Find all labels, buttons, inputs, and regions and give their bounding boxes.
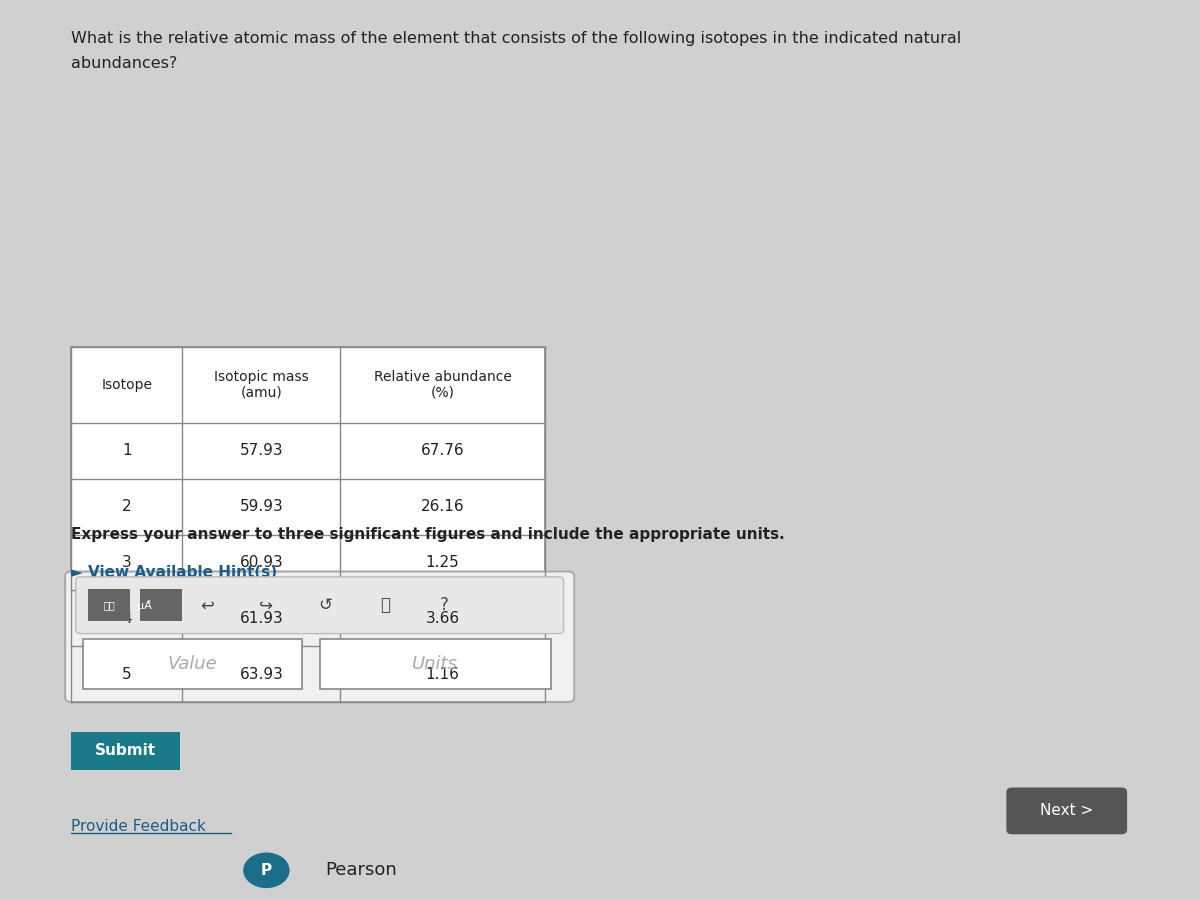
Text: 63.93: 63.93 [240,667,283,681]
Text: 5: 5 [122,667,132,681]
Text: P: P [260,863,272,878]
FancyBboxPatch shape [71,732,180,770]
Text: Isotope: Isotope [101,378,152,392]
Circle shape [244,853,289,887]
Text: 2: 2 [122,500,132,514]
Text: ⬜⬜: ⬜⬜ [103,600,115,610]
FancyBboxPatch shape [76,577,564,634]
Text: Isotopic mass
(amu): Isotopic mass (amu) [214,370,308,400]
Text: 60.93: 60.93 [240,555,283,570]
Text: Next >: Next > [1040,804,1093,818]
FancyBboxPatch shape [71,346,545,702]
Text: 4: 4 [122,611,132,625]
Text: 3: 3 [122,555,132,570]
FancyBboxPatch shape [139,590,182,621]
FancyBboxPatch shape [1007,788,1127,834]
Text: 67.76: 67.76 [421,444,464,458]
Text: ↪: ↪ [259,596,274,614]
Text: 1.16: 1.16 [426,667,460,681]
Text: Value: Value [168,655,217,673]
FancyBboxPatch shape [83,639,302,688]
Text: Units: Units [412,655,458,673]
Text: ↩: ↩ [200,596,214,614]
Text: 57.93: 57.93 [240,444,283,458]
Text: ► View Available Hint(s): ► View Available Hint(s) [71,565,277,581]
Text: abundances?: abundances? [71,56,178,71]
Text: Express your answer to three significant figures and include the appropriate uni: Express your answer to three significant… [71,526,785,542]
Text: 1.25: 1.25 [426,555,460,570]
FancyBboxPatch shape [65,572,575,702]
Text: 3.66: 3.66 [426,611,460,625]
Text: Pearson: Pearson [325,861,397,879]
FancyBboxPatch shape [319,639,551,688]
Text: 61.93: 61.93 [240,611,283,625]
Text: 59.93: 59.93 [240,500,283,514]
Text: μÅ: μÅ [137,599,152,611]
Text: ⬛: ⬛ [379,596,390,614]
Text: ↺: ↺ [319,596,332,614]
Text: Relative abundance
(%): Relative abundance (%) [373,370,511,400]
Text: 26.16: 26.16 [421,500,464,514]
Text: ?: ? [439,596,449,614]
Text: Provide Feedback: Provide Feedback [71,819,206,833]
FancyBboxPatch shape [88,590,131,621]
Text: 1: 1 [122,444,132,458]
Text: What is the relative atomic mass of the element that consists of the following i: What is the relative atomic mass of the … [71,32,961,47]
Text: Submit: Submit [95,743,156,758]
